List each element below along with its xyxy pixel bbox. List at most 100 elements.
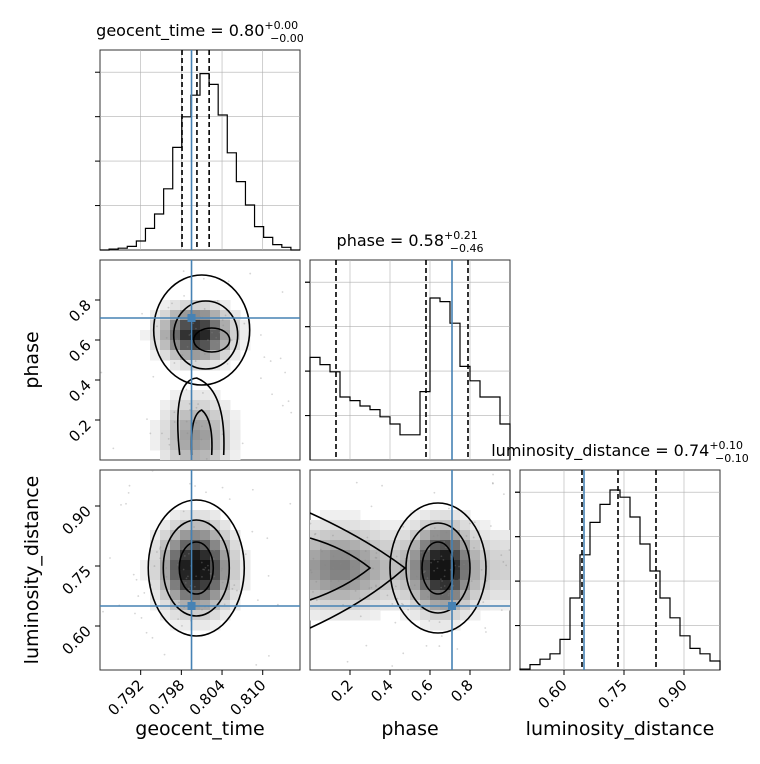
panel-gt-phase-bin <box>190 300 201 311</box>
panel-phase-ld-bin <box>320 530 331 541</box>
panel-phase-ld-bin <box>470 550 481 561</box>
panel-phase-ld-bin <box>480 530 491 541</box>
panel-phase-ld-bin <box>380 530 391 541</box>
panel-gt-ld-bin <box>220 530 231 541</box>
panel-phase-ld-bin <box>380 580 391 591</box>
panel-phase-ld-point <box>415 575 418 578</box>
panel-gt-ld-point <box>176 563 179 566</box>
panel-phase-ld-point <box>440 555 443 558</box>
panel-phase-ld-bin <box>310 550 321 561</box>
panel-phase-ld-bin <box>330 570 341 581</box>
panel-gt-phase-bin <box>160 400 171 411</box>
panel-gt-ld-point <box>187 587 190 590</box>
panel-gt-phase-point <box>216 299 219 302</box>
panel-gt-phase-bin <box>220 410 231 421</box>
ytick-label-phase: 0.6 <box>65 336 95 366</box>
panel-phase-ld-bin <box>320 520 331 531</box>
panel-phase-ld-bin <box>450 590 461 601</box>
panel-phase-ld-bin <box>450 560 461 571</box>
panel-phase-ld-point <box>351 566 354 568</box>
panel-phase-ld-bin <box>440 570 451 581</box>
panel-gt-ld-bin <box>150 590 161 601</box>
panel-gt-ld-bin <box>230 580 241 591</box>
xtick-label-geocent_time: 0.804 <box>186 676 229 719</box>
panel-phase-ld-point <box>346 660 349 663</box>
panel-gt-ld-point <box>233 584 236 587</box>
panel-phase-ld-bin <box>370 560 381 571</box>
panel-gt-ld-point <box>236 589 238 592</box>
xlabel-luminosity_distance: luminosity_distance <box>526 718 715 740</box>
panel-phase-ld-bin <box>470 520 481 531</box>
panel-gt-ld-bin <box>170 570 181 581</box>
panel-gt-ld-bin <box>240 580 251 591</box>
panel-gt-ld-point <box>145 631 148 634</box>
panel-phase-ld-bin <box>480 540 491 551</box>
panel-phase-ld-point <box>448 592 450 595</box>
panel-gt-phase-bin <box>180 440 191 451</box>
panel-gt-phase-bin <box>230 450 241 460</box>
panel-gt-ld-point <box>135 578 138 581</box>
panel-phase-ld-bin <box>480 590 491 601</box>
panel-phase-ld-bin <box>490 560 501 571</box>
panel-gt-ld-point <box>207 569 210 571</box>
panel-gt-phase-bin <box>210 410 221 421</box>
panel-gt-ld-point <box>267 574 270 577</box>
panel-gt-ld-point <box>177 585 179 588</box>
panel-phase-ld-bin <box>330 560 341 571</box>
panel-phase-ld-bin <box>320 570 331 581</box>
panel-gt-phase-bin <box>160 420 171 431</box>
panel-phase-ld-point <box>441 593 444 596</box>
panel-phase-ld-point <box>508 549 510 551</box>
panel-gt-phase-bin <box>180 340 191 351</box>
panel-phase-ld-bin <box>450 540 461 551</box>
panel-gt-ld-point <box>201 608 203 611</box>
panel-phase-ld-bin <box>340 560 351 571</box>
panel-gt-phase-point <box>173 362 176 364</box>
panel-gt-phase-bin <box>150 440 161 451</box>
panel-phase-ld-point <box>427 595 429 598</box>
panel-phase-ld-bin <box>350 540 361 551</box>
panel-phase-ld-point <box>430 561 433 564</box>
panel-gt-phase-point <box>183 294 185 297</box>
panel-phase-ld-point <box>473 546 475 549</box>
contour-outer <box>147 499 246 637</box>
panel-gt-phase-bin <box>240 320 251 331</box>
truth-marker <box>448 602 456 610</box>
panel-phase-ld-bin <box>470 540 481 551</box>
panel-gt-ld-point <box>182 510 185 513</box>
panel-gt-ld-bin <box>180 610 191 621</box>
panel-gt-ld-bin <box>190 570 201 581</box>
panel-gt-ld-point <box>256 599 259 602</box>
panel-gt-ld-point <box>170 588 173 591</box>
panel-phase-ld-point <box>341 557 344 559</box>
panel-gt-phase-bin <box>170 440 181 451</box>
panel-gt-ld-bin <box>150 530 161 541</box>
panel-phase-ld-bin <box>350 510 361 521</box>
panel-gt-phase-bin <box>220 320 231 331</box>
panel-gt-ld-point <box>193 526 195 528</box>
panel-gt-phase-bin <box>230 440 241 451</box>
panel-phase-ld-bin <box>340 530 351 541</box>
panel-gt-phase-bin <box>170 350 181 361</box>
truth-marker <box>187 602 196 610</box>
panel-gt-ld-bin <box>220 570 231 581</box>
panel-gt-ld-point <box>153 565 156 567</box>
panel-gt-phase-bin <box>170 310 181 321</box>
panel-phase-ld-bin <box>340 550 351 561</box>
panel-phase-ld-bin <box>310 590 321 601</box>
panel-phase-ld-bin <box>350 550 361 561</box>
panel-gt-phase-bin <box>230 330 241 341</box>
panel-phase-ld-point <box>423 570 426 573</box>
panel-phase-ld-point <box>365 644 368 647</box>
panel-gt-phase-point <box>263 356 266 359</box>
panel-gt-phase-bin <box>180 350 191 361</box>
panel-phase-ld-point <box>312 557 315 560</box>
panel-phase-ld-point <box>502 561 505 563</box>
panel-gt-phase-point <box>221 319 224 322</box>
hist-luminosity_distance-title-main: luminosity_distance = 0.74 <box>491 441 709 461</box>
panel-gt-phase-point <box>230 339 233 342</box>
panel-phase-ld-bin <box>440 620 451 631</box>
panel-gt-ld-point <box>221 567 223 570</box>
panel-gt-ld-bin <box>190 620 201 631</box>
panel-phase-ld-bin <box>410 570 421 581</box>
